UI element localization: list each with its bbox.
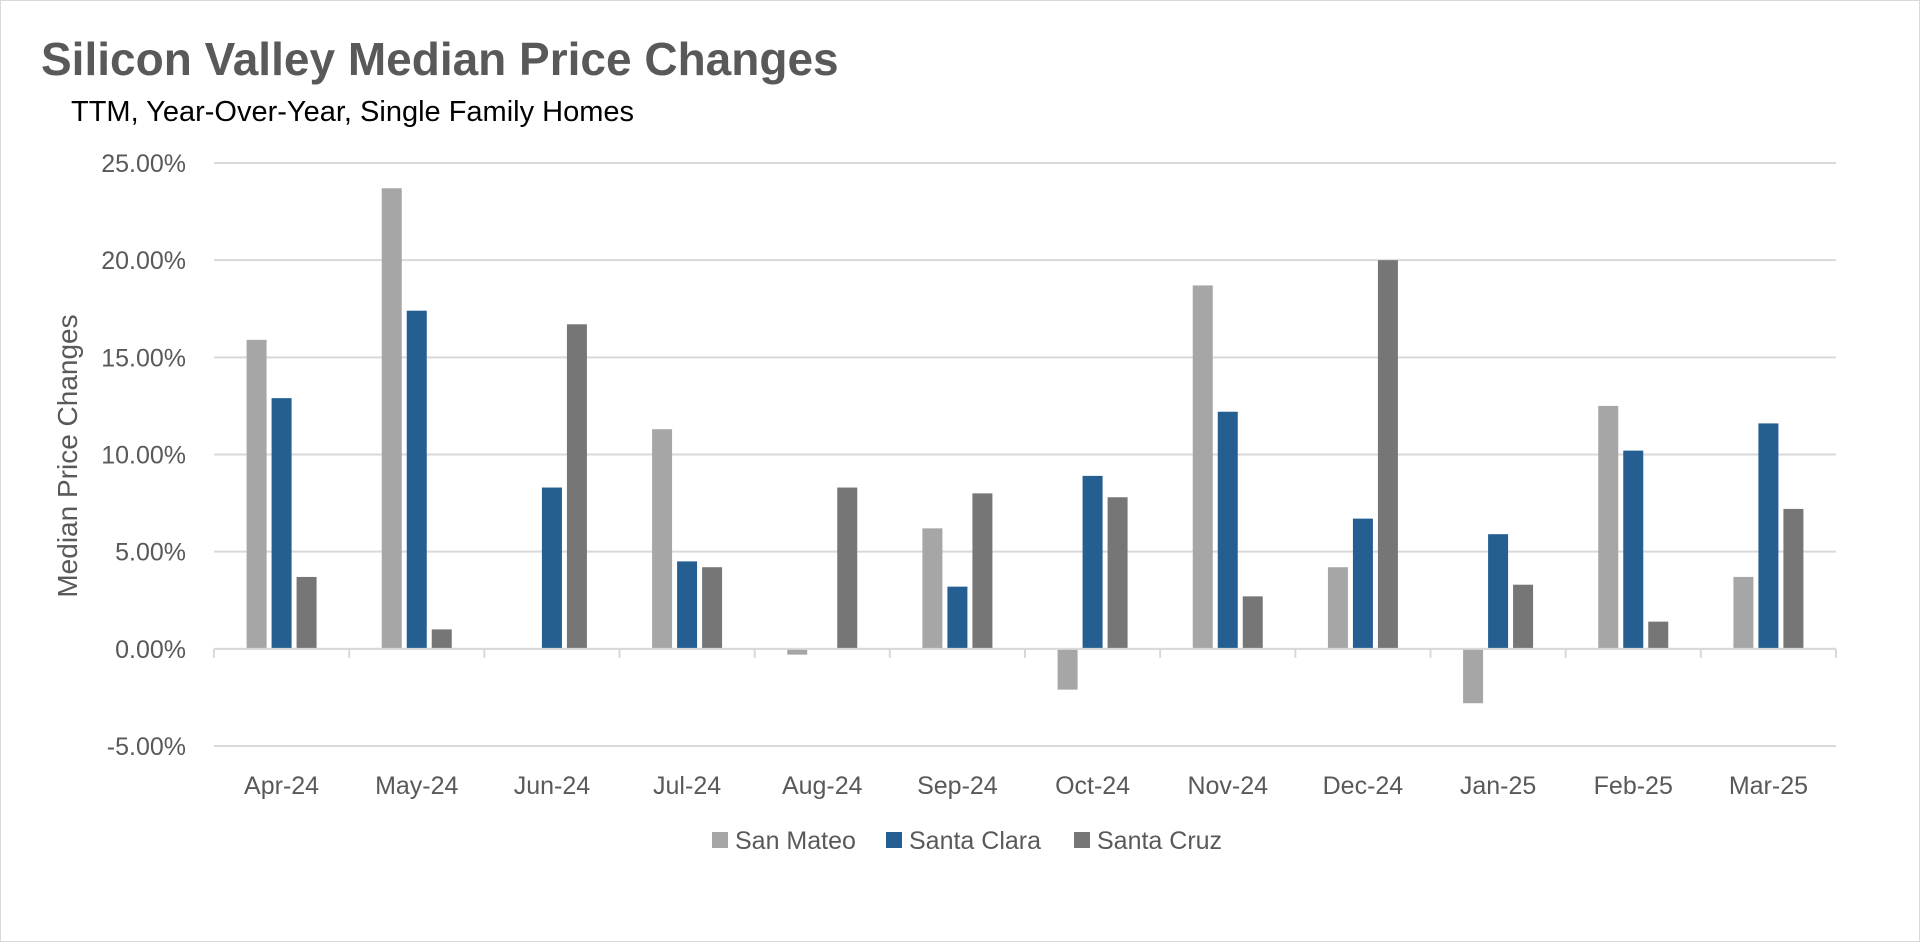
bar-santa-cruz-jun-24 bbox=[566, 324, 587, 649]
bars bbox=[246, 188, 1804, 704]
y-tick-label: 5.00% bbox=[115, 539, 186, 567]
bar-santa-clara-jun-24 bbox=[541, 487, 562, 649]
gridlines bbox=[214, 162, 1836, 747]
bar-san-mateo-oct-24 bbox=[1057, 648, 1078, 690]
legend-swatch bbox=[712, 832, 728, 848]
y-tick-label: 10.00% bbox=[101, 442, 186, 470]
bar-santa-clara-nov-24 bbox=[1217, 411, 1238, 649]
bar-santa-cruz-feb-25 bbox=[1648, 621, 1669, 649]
bar-santa-clara-feb-25 bbox=[1623, 450, 1644, 649]
legend-swatch bbox=[1074, 832, 1090, 848]
legend-label: Santa Clara bbox=[909, 827, 1041, 855]
bar-santa-clara-mar-25 bbox=[1758, 423, 1779, 649]
legend-label: Santa Cruz bbox=[1097, 827, 1222, 855]
bar-santa-cruz-jul-24 bbox=[702, 567, 723, 649]
bar-san-mateo-feb-25 bbox=[1598, 405, 1619, 649]
bar-santa-clara-dec-24 bbox=[1352, 518, 1373, 649]
x-axis-ticks: Apr-24 May-24 Jun-24 Jul-24 Aug-24 Sep-24 Oct-… bbox=[244, 772, 1808, 800]
y-axis-label: Median Price Changes bbox=[52, 314, 83, 597]
bar-santa-clara-apr-24 bbox=[271, 398, 292, 649]
bar-san-mateo-may-24 bbox=[381, 188, 402, 649]
bar-santa-cruz-aug-24 bbox=[837, 487, 858, 649]
x-tick-label: Apr-24 bbox=[244, 772, 319, 800]
x-tick-label: Dec-24 bbox=[1323, 772, 1404, 800]
bar-santa-cruz-may-24 bbox=[431, 629, 452, 649]
bar-santa-clara-jul-24 bbox=[677, 561, 698, 649]
x-tick-label: Jun-24 bbox=[514, 772, 591, 800]
legend-label: San Mateo bbox=[735, 827, 856, 855]
bar-santa-cruz-oct-24 bbox=[1107, 497, 1128, 649]
bar-san-mateo-dec-24 bbox=[1327, 567, 1348, 649]
bar-santa-cruz-mar-25 bbox=[1783, 508, 1804, 649]
bar-san-mateo-apr-24 bbox=[246, 339, 267, 649]
x-tick-label: Aug-24 bbox=[782, 772, 863, 800]
x-axis bbox=[213, 647, 1837, 658]
x-tick-label: Oct-24 bbox=[1055, 772, 1130, 800]
bar-san-mateo-mar-25 bbox=[1733, 576, 1754, 649]
bar-santa-clara-jan-25 bbox=[1488, 534, 1509, 649]
y-axis-ticks: 25.00% 20.00% 15.00% 10.00% 5.00% 0.00% -5.00% bbox=[101, 150, 186, 761]
y-tick-label: 15.00% bbox=[101, 344, 186, 372]
bar-santa-cruz-sep-24 bbox=[972, 493, 993, 649]
y-tick-label: 20.00% bbox=[101, 247, 186, 275]
x-tick-label: Mar-25 bbox=[1729, 772, 1808, 800]
x-tick-label: Jan-25 bbox=[1460, 772, 1536, 800]
bar-santa-cruz-jan-25 bbox=[1513, 584, 1534, 649]
bar-san-mateo-sep-24 bbox=[922, 528, 943, 649]
bar-san-mateo-aug-24 bbox=[787, 648, 808, 655]
chart-title: Silicon Valley Median Price Changes bbox=[41, 33, 839, 85]
y-tick-label: 0.00% bbox=[115, 636, 186, 664]
bar-santa-cruz-dec-24 bbox=[1377, 260, 1398, 649]
x-tick-label: Jul-24 bbox=[653, 772, 721, 800]
legend-swatch bbox=[886, 832, 902, 848]
x-tick-label: May-24 bbox=[375, 772, 458, 800]
bar-santa-cruz-nov-24 bbox=[1242, 596, 1263, 649]
bar-santa-cruz-apr-24 bbox=[296, 576, 317, 649]
y-tick-label: -5.00% bbox=[107, 733, 186, 761]
x-tick-label: Feb-25 bbox=[1594, 772, 1673, 800]
bar-santa-clara-may-24 bbox=[406, 310, 427, 649]
y-tick-label: 25.00% bbox=[101, 150, 186, 178]
bar-san-mateo-nov-24 bbox=[1192, 285, 1213, 649]
chart-subtitle: TTM, Year-Over-Year, Single Family Homes bbox=[71, 96, 634, 128]
x-tick-label: Nov-24 bbox=[1187, 772, 1268, 800]
x-tick-label: Sep-24 bbox=[917, 772, 998, 800]
legend: San Mateo Santa Clara Santa Cruz bbox=[712, 827, 1222, 855]
bar-santa-clara-oct-24 bbox=[1082, 475, 1103, 649]
bar-san-mateo-jul-24 bbox=[652, 429, 673, 649]
bar-santa-clara-sep-24 bbox=[947, 586, 968, 649]
bar-san-mateo-jan-25 bbox=[1463, 648, 1484, 704]
